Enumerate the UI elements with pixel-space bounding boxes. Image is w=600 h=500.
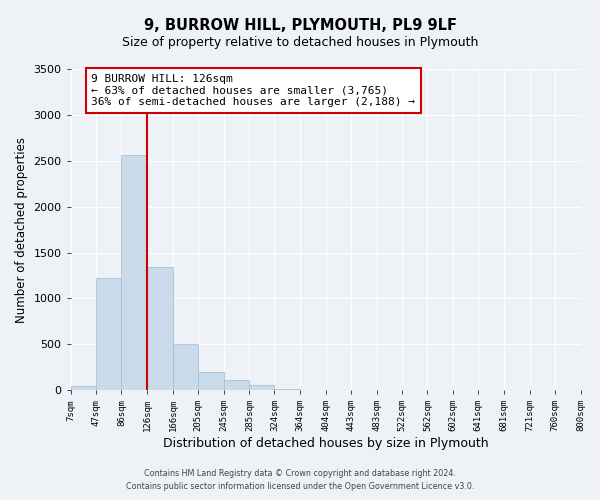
Text: Contains HM Land Registry data © Crown copyright and database right 2024.
Contai: Contains HM Land Registry data © Crown c… — [126, 470, 474, 491]
Bar — [97, 278, 121, 390]
Bar — [224, 380, 250, 390]
Text: 9 BURROW HILL: 126sqm
← 63% of detached houses are smaller (3,765)
36% of semi-d: 9 BURROW HILL: 126sqm ← 63% of detached … — [91, 74, 415, 107]
Bar — [173, 344, 198, 390]
Bar — [121, 156, 147, 390]
X-axis label: Distribution of detached houses by size in Plymouth: Distribution of detached houses by size … — [163, 437, 488, 450]
Bar — [274, 389, 300, 390]
Text: 9, BURROW HILL, PLYMOUTH, PL9 9LF: 9, BURROW HILL, PLYMOUTH, PL9 9LF — [143, 18, 457, 32]
Bar — [250, 385, 274, 390]
Bar — [147, 267, 173, 390]
Y-axis label: Number of detached properties: Number of detached properties — [15, 136, 28, 322]
Bar — [198, 372, 224, 390]
Text: Size of property relative to detached houses in Plymouth: Size of property relative to detached ho… — [122, 36, 478, 49]
Bar — [71, 386, 97, 390]
